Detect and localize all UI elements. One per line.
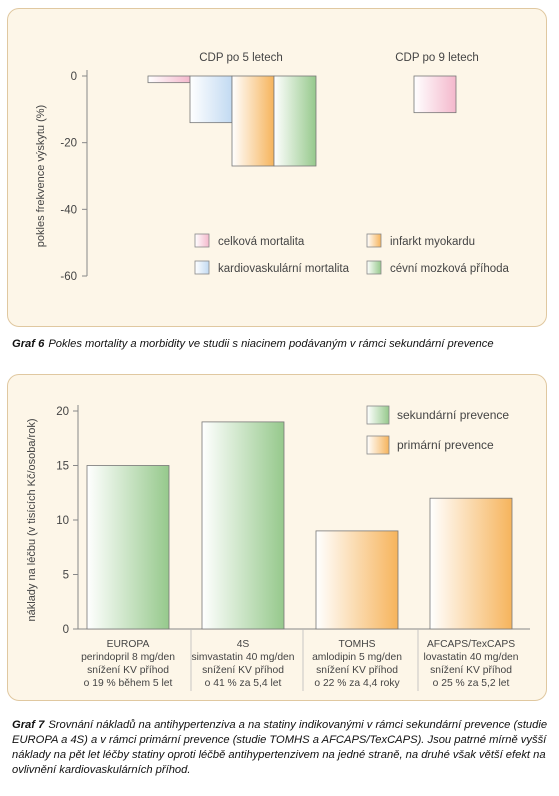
y-tick-label: 0	[63, 624, 69, 636]
chart-panel-mortality	[7, 8, 547, 327]
x-tick-label: snížení KV příhod	[202, 665, 284, 676]
x-tick-label: AFCAPS/TexCAPS	[427, 639, 515, 650]
caption-label-7: Graf 7	[12, 719, 45, 731]
x-tick-label: 4S	[237, 639, 250, 650]
caption-text-6: Pokles mortality a morbidity ve studii s…	[48, 338, 494, 350]
chart-treatment-costs: 0 5 10 15 20 náklady na léčbu (v tisících Kč/…	[26, 405, 530, 691]
x-tick-label: o 25 % za 5,2 let	[433, 678, 510, 689]
legend-swatch-kardiovaskularni-mortalita	[194, 260, 210, 275]
bar-europa	[86, 465, 170, 630]
caption-text-7: Srovnání nákladů na antihypertenziva a n…	[12, 719, 548, 776]
bar-afcaps-texcaps	[429, 497, 513, 630]
y-tick-label: 20	[56, 406, 69, 418]
caption-label-6: Graf 6	[12, 338, 45, 350]
bar-infarkt-myokardu	[231, 75, 275, 167]
bar-tomhs	[315, 530, 399, 630]
legend-swatch-infarkt-myokardu	[366, 233, 382, 248]
y-tick-label: 0	[71, 71, 77, 83]
x-tick-label: perindopril 8 mg/den	[81, 652, 175, 663]
bar-celkova-mortalita	[413, 75, 457, 114]
y-axis-label: náklady na léčbu (v tisících Kč/osoba/ro…	[26, 419, 38, 622]
legend-label-primarni-prevence: primární prevence	[397, 438, 494, 452]
y-tick-label: -60	[60, 271, 77, 283]
x-tick-label: snížení KV příhod	[87, 665, 169, 676]
x-tick-label: o 41 % za 5,4 let	[205, 678, 282, 689]
bar-cevni-mozkova-prihoda	[273, 75, 317, 167]
group-label: CDP po 9 letech	[395, 52, 479, 64]
legend-swatch-primarni-prevence	[366, 435, 390, 455]
x-tick-label: o 19 % během 5 let	[84, 678, 173, 689]
x-tick-label: EUROPA	[107, 639, 150, 650]
x-tick-label: TOMHS	[339, 639, 376, 650]
y-tick-label: -40	[60, 204, 77, 216]
x-tick-label: amlodipin 5 mg/den	[312, 652, 402, 663]
figure-caption-6: Graf 6 Pokles mortality a morbidity ve st…	[12, 337, 552, 352]
y-tick-label: 10	[56, 515, 69, 527]
y-tick-label: 15	[56, 461, 69, 473]
bar-kardiovaskularni-mortalita	[189, 75, 233, 124]
legend-swatch-cevni-mozkova-prihoda	[366, 260, 382, 275]
legend-swatch-celkova-mortalita	[194, 233, 210, 248]
legend-label-sekundarni-prevence: sekundární prevence	[397, 408, 509, 422]
x-tick-label: o 22 % za 4,4 roky	[314, 678, 400, 689]
figure-caption-7: Graf 7 Srovnání nákladů na antihypertenzi…	[12, 718, 552, 778]
legend-swatch-sekundarni-prevence	[366, 405, 390, 425]
y-axis-label: pokles frekvence výskytu (%)	[35, 105, 47, 247]
x-tick-label: snížení KV příhod	[316, 665, 398, 676]
legend-label-cevni-mozkova-prihoda: cévní mozková příhoda	[390, 263, 510, 275]
x-tick-label: lovastatin 40 mg/den	[423, 652, 518, 663]
legend-label-celkova-mortalita: celková mortalita	[218, 236, 305, 248]
y-tick-label: 5	[63, 570, 69, 582]
chart-mortality-reduction: 0 -20 -40 -60 pokles frekvence výskytu (%) CD…	[35, 52, 510, 283]
legend-label-infarkt-myokardu: infarkt myokardu	[390, 236, 475, 248]
group-label: CDP po 5 letech	[199, 52, 283, 64]
legend-label-kardiovaskularni-mortalita: kardiovaskulární mortalita	[218, 263, 350, 275]
y-tick-label: -20	[60, 138, 77, 150]
x-tick-label: simvastatin 40 mg/den	[191, 652, 294, 663]
bar-4s	[201, 421, 285, 630]
x-tick-label: snížení KV příhod	[430, 665, 512, 676]
